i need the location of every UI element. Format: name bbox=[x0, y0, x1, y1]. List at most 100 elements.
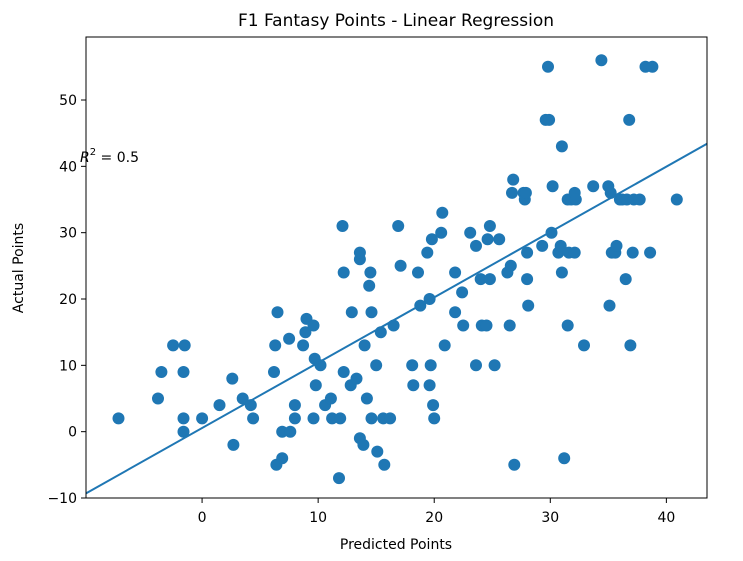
plot-frame bbox=[85, 36, 708, 499]
data-point bbox=[378, 458, 391, 471]
data-point bbox=[407, 379, 420, 392]
data-point bbox=[623, 113, 636, 126]
data-point bbox=[421, 246, 434, 259]
data-point bbox=[350, 372, 363, 385]
data-point bbox=[483, 220, 496, 232]
y-tick-label: 30 bbox=[59, 226, 77, 242]
data-point bbox=[345, 306, 358, 319]
y-axis-ticks: −10 0 10 20 30 40 50 bbox=[47, 93, 86, 507]
data-point bbox=[646, 60, 659, 73]
data-point bbox=[268, 366, 280, 378]
r-superscript: 2 bbox=[90, 147, 96, 158]
data-point bbox=[504, 259, 517, 272]
data-point bbox=[449, 266, 462, 279]
data-point bbox=[543, 113, 556, 126]
data-point bbox=[519, 186, 532, 199]
y-axis-label: Actual Points bbox=[11, 223, 27, 313]
y-tick-label: 20 bbox=[59, 292, 77, 308]
data-point bbox=[357, 438, 370, 451]
data-point bbox=[626, 246, 639, 259]
data-point bbox=[644, 246, 657, 259]
data-point bbox=[177, 366, 190, 378]
data-point bbox=[555, 266, 568, 279]
data-point bbox=[167, 339, 180, 352]
chart-title: F1 Fantasy Points - Linear Regression bbox=[238, 11, 554, 31]
data-point bbox=[371, 445, 384, 458]
data-point bbox=[283, 332, 296, 345]
data-point bbox=[493, 233, 506, 246]
data-point bbox=[309, 379, 322, 392]
data-point bbox=[269, 339, 282, 352]
data-point bbox=[507, 173, 520, 186]
data-point bbox=[587, 180, 600, 193]
regression-line bbox=[85, 142, 708, 495]
data-point bbox=[464, 226, 477, 239]
data-point bbox=[364, 266, 377, 279]
points-layer bbox=[112, 54, 683, 485]
r-value: = 0.5 bbox=[96, 150, 139, 166]
data-point bbox=[334, 412, 347, 425]
data-point bbox=[177, 412, 190, 425]
data-point bbox=[360, 392, 373, 405]
data-point bbox=[436, 206, 449, 219]
data-point bbox=[370, 359, 383, 372]
data-point bbox=[561, 319, 574, 332]
data-point bbox=[428, 412, 441, 425]
data-point bbox=[474, 273, 487, 286]
data-point bbox=[112, 412, 125, 425]
data-point bbox=[554, 239, 567, 252]
data-point bbox=[424, 359, 437, 372]
x-tick-label: 10 bbox=[309, 510, 327, 526]
data-point bbox=[178, 339, 191, 352]
data-point bbox=[284, 425, 297, 438]
data-point bbox=[271, 306, 284, 319]
data-point bbox=[449, 306, 462, 319]
data-point bbox=[483, 273, 496, 286]
data-point bbox=[384, 412, 397, 425]
data-point bbox=[555, 140, 568, 153]
y-tick-label: 40 bbox=[59, 159, 77, 175]
data-point bbox=[546, 180, 559, 193]
data-point bbox=[353, 246, 366, 259]
data-point bbox=[324, 392, 337, 405]
data-point bbox=[595, 54, 608, 67]
data-point bbox=[568, 246, 581, 259]
data-point bbox=[542, 60, 554, 73]
data-point bbox=[392, 220, 405, 232]
x-axis-label: Predicted Points bbox=[340, 537, 452, 553]
y-tick-label: −10 bbox=[47, 491, 77, 507]
data-point bbox=[603, 299, 616, 312]
data-point bbox=[247, 412, 260, 425]
data-point bbox=[152, 392, 164, 405]
data-point bbox=[619, 273, 632, 286]
data-point bbox=[569, 193, 582, 206]
data-point bbox=[456, 286, 469, 299]
data-point bbox=[438, 339, 451, 352]
data-point bbox=[425, 233, 438, 246]
data-point bbox=[307, 412, 320, 425]
data-point bbox=[558, 452, 571, 465]
x-axis-ticks: 0 10 20 30 40 bbox=[198, 498, 675, 526]
data-point bbox=[226, 372, 239, 385]
x-tick-label: 0 bbox=[198, 510, 207, 526]
data-point bbox=[196, 412, 209, 425]
data-point bbox=[337, 266, 350, 279]
data-point bbox=[365, 412, 378, 425]
data-point bbox=[470, 359, 482, 372]
data-point bbox=[299, 326, 312, 339]
data-point bbox=[412, 266, 424, 279]
data-point bbox=[297, 339, 310, 352]
data-point bbox=[578, 339, 590, 352]
data-point bbox=[363, 279, 376, 292]
data-point bbox=[227, 438, 240, 451]
data-point bbox=[236, 392, 249, 405]
data-point bbox=[358, 339, 371, 352]
data-point bbox=[333, 472, 345, 485]
data-point bbox=[633, 193, 646, 206]
y-tick-label: 10 bbox=[59, 358, 77, 374]
data-point bbox=[394, 259, 407, 272]
x-tick-label: 30 bbox=[541, 510, 559, 526]
data-point bbox=[213, 399, 226, 412]
data-point bbox=[522, 299, 535, 312]
data-point bbox=[427, 399, 440, 412]
